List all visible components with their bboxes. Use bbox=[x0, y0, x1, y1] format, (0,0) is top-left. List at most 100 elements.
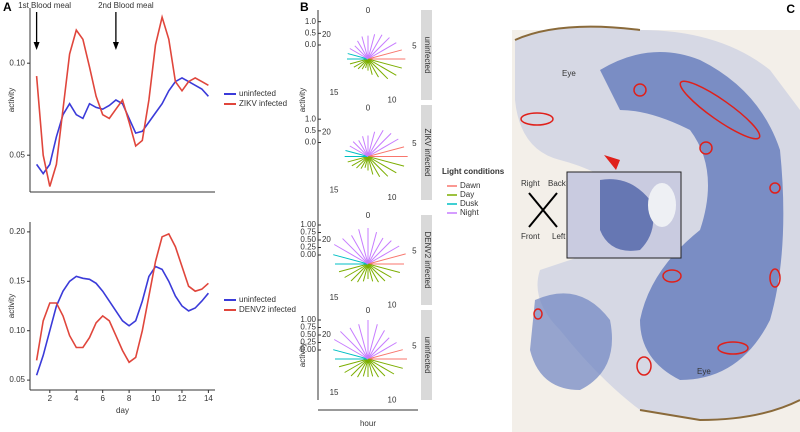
x-tick-label: 2 bbox=[48, 394, 53, 403]
spoke bbox=[367, 146, 405, 157]
spoke bbox=[362, 263, 369, 282]
spoke bbox=[338, 358, 369, 368]
orientation-label: Front bbox=[521, 232, 540, 241]
hour-label: 15 bbox=[330, 293, 339, 302]
spoke bbox=[354, 45, 369, 60]
spoke bbox=[356, 156, 369, 169]
x-tick-label: 4 bbox=[74, 394, 79, 403]
facet-strip bbox=[421, 105, 432, 200]
spoke bbox=[367, 34, 376, 60]
spoke bbox=[347, 156, 369, 163]
spoke bbox=[349, 327, 369, 360]
spoke bbox=[333, 254, 369, 265]
x-axis-label: day bbox=[116, 406, 129, 415]
legend-label: Dawn bbox=[460, 181, 480, 190]
spoke bbox=[367, 358, 386, 377]
spoke bbox=[357, 58, 369, 70]
spoke bbox=[367, 58, 389, 80]
legend-label: Night bbox=[460, 208, 479, 217]
spoke bbox=[367, 37, 390, 60]
spoke bbox=[361, 58, 369, 70]
spoke bbox=[367, 133, 392, 157]
spoke bbox=[344, 358, 369, 373]
spoke bbox=[367, 337, 390, 360]
spoke bbox=[349, 58, 369, 65]
hour-label: 5 bbox=[412, 139, 417, 148]
r-tick-label: 0.0 bbox=[305, 40, 317, 49]
spoke bbox=[367, 330, 385, 360]
hour-label: 0 bbox=[366, 306, 371, 315]
spoke bbox=[367, 263, 392, 278]
r-tick-label: 0.0 bbox=[305, 138, 317, 147]
spoke bbox=[367, 49, 402, 60]
facet-label: uninfected bbox=[423, 37, 432, 74]
r-tick-label: 0.25 bbox=[300, 338, 316, 347]
facet-strip bbox=[421, 215, 432, 305]
annotation-circles bbox=[520, 80, 781, 376]
panel-label: C bbox=[786, 2, 795, 16]
y-axis-label: activity bbox=[7, 294, 16, 318]
spoke bbox=[360, 156, 369, 169]
r-tick-label: 0.50 bbox=[300, 235, 316, 244]
eye-label: Eye bbox=[562, 69, 576, 78]
annotation: 2nd Blood meal bbox=[98, 1, 154, 10]
spoke bbox=[367, 231, 378, 265]
annotation-arrowhead bbox=[33, 42, 40, 50]
facet-label: DENV2 infected bbox=[423, 232, 432, 289]
inset-stain bbox=[600, 179, 654, 251]
spoke bbox=[362, 136, 369, 157]
hour-label: 15 bbox=[330, 186, 339, 195]
x-tick-label: 12 bbox=[178, 394, 187, 403]
hour-label: 20 bbox=[322, 330, 331, 339]
histology-image bbox=[512, 25, 800, 432]
r-tick-label: 0.00 bbox=[300, 250, 316, 259]
x-axis-label: hour bbox=[360, 419, 376, 428]
x-tick-label: 14 bbox=[204, 394, 213, 403]
cuticle bbox=[639, 399, 800, 422]
spoke bbox=[364, 156, 369, 168]
panel-label: A bbox=[3, 0, 12, 14]
spoke bbox=[358, 140, 369, 157]
spoke bbox=[357, 358, 369, 378]
hour-label: 20 bbox=[322, 30, 331, 39]
spoke bbox=[358, 324, 369, 360]
spoke bbox=[367, 245, 400, 265]
legend-label: ZIKV infected bbox=[239, 99, 287, 108]
y-axis-label: activity bbox=[7, 88, 16, 112]
spoke bbox=[367, 349, 403, 360]
y-tick-label: 0.05 bbox=[9, 150, 25, 159]
legend-title: Light conditions bbox=[442, 167, 505, 176]
hour-label: 15 bbox=[330, 388, 339, 397]
spoke bbox=[340, 331, 369, 360]
spoke bbox=[344, 263, 369, 278]
legend-label: Dusk bbox=[460, 199, 479, 208]
y-axis-label: activity bbox=[298, 343, 307, 367]
panel-label: B bbox=[300, 0, 309, 14]
hour-label: 10 bbox=[388, 96, 397, 105]
series-line bbox=[35, 14, 209, 187]
tissue-stain bbox=[530, 293, 612, 390]
x-tick-label: 6 bbox=[100, 394, 105, 403]
spoke bbox=[349, 48, 369, 60]
spoke bbox=[342, 238, 369, 265]
orientation-label: Right bbox=[521, 179, 540, 188]
spoke bbox=[367, 34, 383, 60]
hour-label: 10 bbox=[388, 396, 397, 405]
annotation-arrowhead bbox=[112, 42, 119, 50]
spoke bbox=[367, 156, 397, 174]
r-tick-label: 0.75 bbox=[300, 323, 316, 332]
annotation: 1st Blood meal bbox=[18, 1, 71, 10]
orientation-label: Back bbox=[548, 179, 567, 188]
spoke bbox=[349, 145, 369, 157]
y-axis-label: activity bbox=[298, 88, 307, 112]
hour-label: 5 bbox=[412, 247, 417, 256]
spoke bbox=[367, 240, 392, 265]
r-tick-label: 0.25 bbox=[300, 243, 316, 252]
hour-label: 0 bbox=[366, 6, 371, 15]
legend-label: uninfected bbox=[239, 89, 276, 98]
r-tick-label: 0.00 bbox=[300, 345, 316, 354]
spoke bbox=[367, 58, 397, 76]
spoke bbox=[367, 156, 389, 177]
spoke bbox=[367, 156, 405, 167]
r-tick-label: 0.50 bbox=[300, 330, 316, 339]
